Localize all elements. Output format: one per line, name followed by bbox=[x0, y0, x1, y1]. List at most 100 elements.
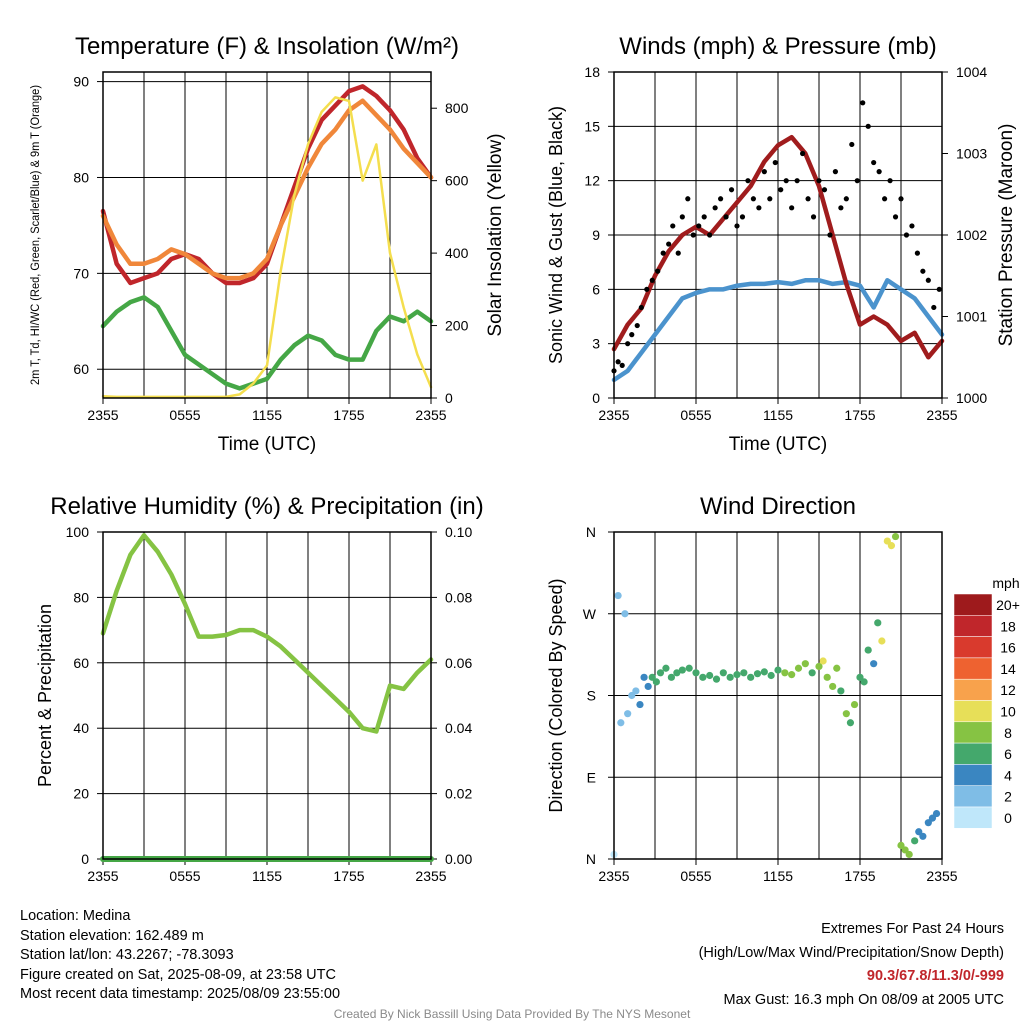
gust-point bbox=[750, 196, 757, 202]
legend-swatch bbox=[953, 785, 993, 808]
gust-point bbox=[772, 159, 778, 166]
legend-swatch bbox=[953, 700, 993, 723]
gust-point bbox=[696, 223, 702, 229]
y-tick-label-right: 1002 bbox=[956, 227, 987, 243]
gust-point bbox=[789, 205, 795, 211]
legend-label: 0 bbox=[1004, 810, 1012, 826]
y-tick-label-right: 0.06 bbox=[445, 655, 472, 671]
direction-point bbox=[617, 719, 625, 727]
gust-point bbox=[821, 187, 828, 193]
y-tick-label: 80 bbox=[73, 169, 89, 185]
legend-swatch bbox=[953, 615, 993, 637]
gust-point bbox=[925, 277, 931, 283]
y-tick-label-right: 800 bbox=[445, 100, 469, 116]
legend-label: 14 bbox=[1000, 661, 1016, 677]
x-tick-label: 2355 bbox=[926, 868, 957, 884]
legend-label: 6 bbox=[1004, 746, 1012, 762]
gust-point bbox=[936, 286, 942, 292]
legend-swatch bbox=[953, 657, 993, 680]
plot-frame bbox=[613, 531, 943, 860]
gust-point bbox=[723, 214, 729, 220]
legend-label: 2 bbox=[1004, 789, 1012, 805]
y-tick-label: 12 bbox=[584, 173, 600, 189]
x-tick-label: 2355 bbox=[598, 868, 629, 884]
legend-title: mph bbox=[992, 575, 1019, 591]
y-tick-label: 15 bbox=[584, 118, 600, 134]
figure-created: Figure created on Sat, 2025-08-09, at 23… bbox=[20, 966, 336, 983]
gust-point bbox=[794, 178, 800, 184]
direction-point bbox=[706, 671, 714, 680]
panel-title: Wind Direction bbox=[700, 493, 856, 520]
gust-point bbox=[644, 286, 650, 292]
y-axis-label: Direction (Colored By Speed) bbox=[546, 578, 566, 812]
y-tick-label-right: 0 bbox=[445, 390, 453, 406]
legend-label: 12 bbox=[1000, 682, 1016, 698]
gust-point bbox=[898, 196, 904, 202]
y-tick-label: 80 bbox=[73, 589, 89, 605]
gust-point bbox=[909, 223, 915, 229]
direction-point bbox=[932, 809, 941, 818]
x-tick-label: 2355 bbox=[598, 407, 629, 423]
y-tick-label: 18 bbox=[584, 64, 600, 80]
x-axis-label: Time (UTC) bbox=[729, 434, 828, 455]
gust-point bbox=[800, 150, 806, 157]
direction-point bbox=[767, 671, 775, 680]
winds-panel: Winds (mph) & Pressure (mb) 2355 0555 1155 1… bbox=[546, 33, 1017, 455]
legend-swatch bbox=[953, 742, 993, 765]
y-tick-label: W bbox=[583, 606, 597, 622]
gust-point bbox=[666, 241, 672, 247]
y-axis-label: Sonic Wind & Gust (Blue, Black) bbox=[546, 106, 566, 364]
y-tick-label: 70 bbox=[73, 265, 89, 281]
y-tick-label-right: 0.04 bbox=[445, 720, 472, 736]
gust-point bbox=[903, 232, 910, 238]
direction-point bbox=[801, 660, 809, 668]
direction-point bbox=[667, 673, 676, 681]
y-tick-label-right: 400 bbox=[445, 245, 469, 261]
gust-point bbox=[670, 223, 676, 229]
y-tick-label-right: 0.02 bbox=[445, 786, 472, 802]
gust-point bbox=[810, 214, 817, 220]
legend-swatch bbox=[953, 678, 993, 701]
gust-point bbox=[882, 196, 888, 202]
panel-title: Relative Humidity (%) & Precipitation (i… bbox=[50, 493, 483, 520]
x-tick-label: 2355 bbox=[87, 868, 118, 884]
legend-label: 10 bbox=[1000, 704, 1016, 720]
legend-swatch bbox=[953, 764, 993, 786]
y-axis-label-right: Station Pressure (Maroon) bbox=[996, 124, 1017, 347]
y-tick-label: 20 bbox=[73, 786, 89, 802]
gust-point bbox=[707, 232, 713, 238]
gust-point bbox=[718, 196, 724, 202]
y-tick-label-right: 200 bbox=[445, 318, 469, 334]
x-tick-label: 1755 bbox=[844, 407, 875, 423]
direction-point bbox=[837, 687, 845, 695]
direction-point bbox=[656, 669, 665, 677]
direction-point bbox=[774, 666, 782, 674]
direction-point bbox=[719, 669, 727, 677]
y-tick-label: E bbox=[587, 769, 596, 785]
station-latlon: Station lat/lon: 43.2267; -78.3093 bbox=[20, 947, 234, 963]
gust-point bbox=[655, 268, 661, 274]
y-tick-label-right: 1000 bbox=[956, 390, 987, 406]
direction-point bbox=[673, 669, 681, 677]
direction-point bbox=[794, 664, 803, 672]
direction-point bbox=[747, 673, 755, 681]
direction-point bbox=[846, 719, 855, 727]
gust-point bbox=[871, 159, 877, 166]
direction-point bbox=[823, 673, 831, 681]
extremes-heading: Extremes For Past 24 Hours bbox=[821, 921, 1004, 937]
direction-point bbox=[726, 673, 734, 681]
credit-line: Created By Nick Bassill Using Data Provi… bbox=[333, 1007, 691, 1021]
x-tick-label: 1155 bbox=[763, 407, 793, 423]
direction-point bbox=[685, 664, 693, 672]
direction-point bbox=[870, 660, 878, 668]
plot-frame bbox=[102, 531, 432, 860]
gust-point bbox=[767, 196, 773, 202]
legend-label: 8 bbox=[1004, 725, 1012, 741]
gust-point bbox=[783, 178, 789, 184]
gust-point bbox=[690, 232, 696, 238]
extremes-values: 90.3/67.8/11.3/0/-999 bbox=[866, 968, 1004, 984]
direction-point bbox=[624, 710, 632, 718]
direction-point bbox=[636, 700, 644, 709]
y-tick-label-right: 0.08 bbox=[445, 589, 472, 605]
